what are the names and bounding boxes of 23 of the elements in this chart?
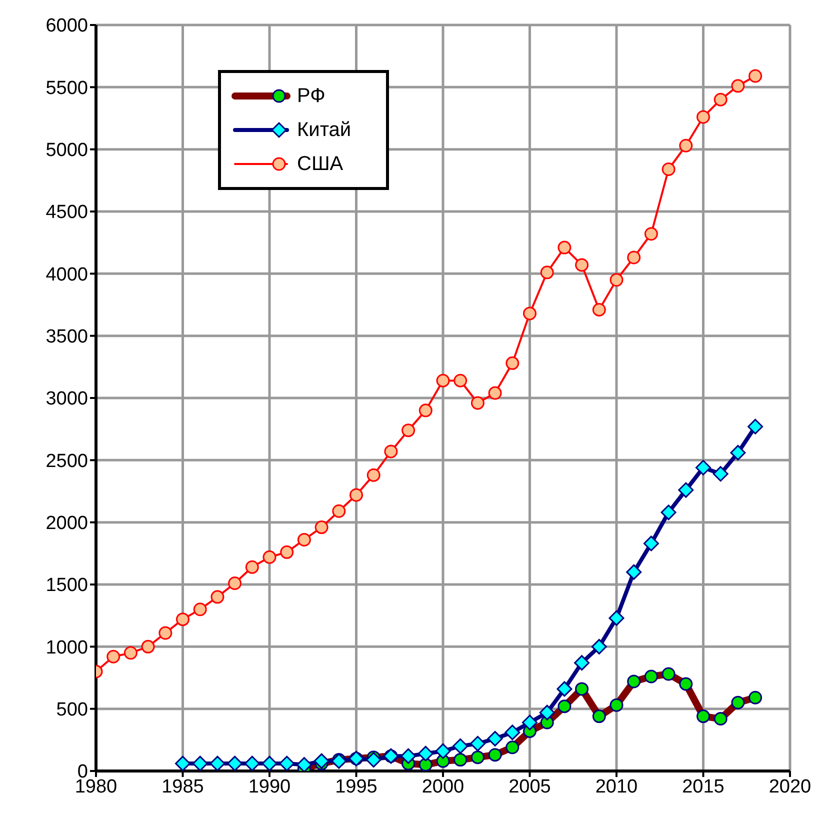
x-tick-label: 2005	[508, 776, 551, 798]
x-tick-label: 1995	[335, 776, 378, 798]
legend-label: Китай	[297, 118, 352, 142]
x-tick-label: 2020	[768, 776, 812, 798]
y-tick-label: 3500	[46, 326, 88, 348]
y-tick-label: 2500	[46, 450, 88, 472]
legend-label: РФ	[297, 84, 326, 108]
y-tick-label: 1000	[46, 637, 88, 658]
y-tick-label: 6000	[46, 16, 88, 37]
x-tick-label: 1990	[248, 776, 291, 798]
y-tick-label: 3000	[46, 388, 88, 410]
y-tick-label: 1500	[46, 575, 88, 596]
x-tick-label: 2015	[682, 776, 724, 798]
y-tick-label: 5500	[46, 78, 88, 99]
y-tick-label: 500	[56, 700, 88, 721]
y-tick-label: 4000	[46, 264, 88, 286]
y-tick-label: 2000	[46, 513, 88, 534]
y-tick-label: 4500	[46, 202, 88, 224]
x-tick-label: 1985	[162, 776, 204, 798]
x-tick-label: 2010	[595, 776, 638, 798]
x-tick-label: 2000	[422, 776, 464, 798]
y-tick-label: 5000	[46, 140, 88, 162]
legend-label: США	[297, 152, 344, 176]
